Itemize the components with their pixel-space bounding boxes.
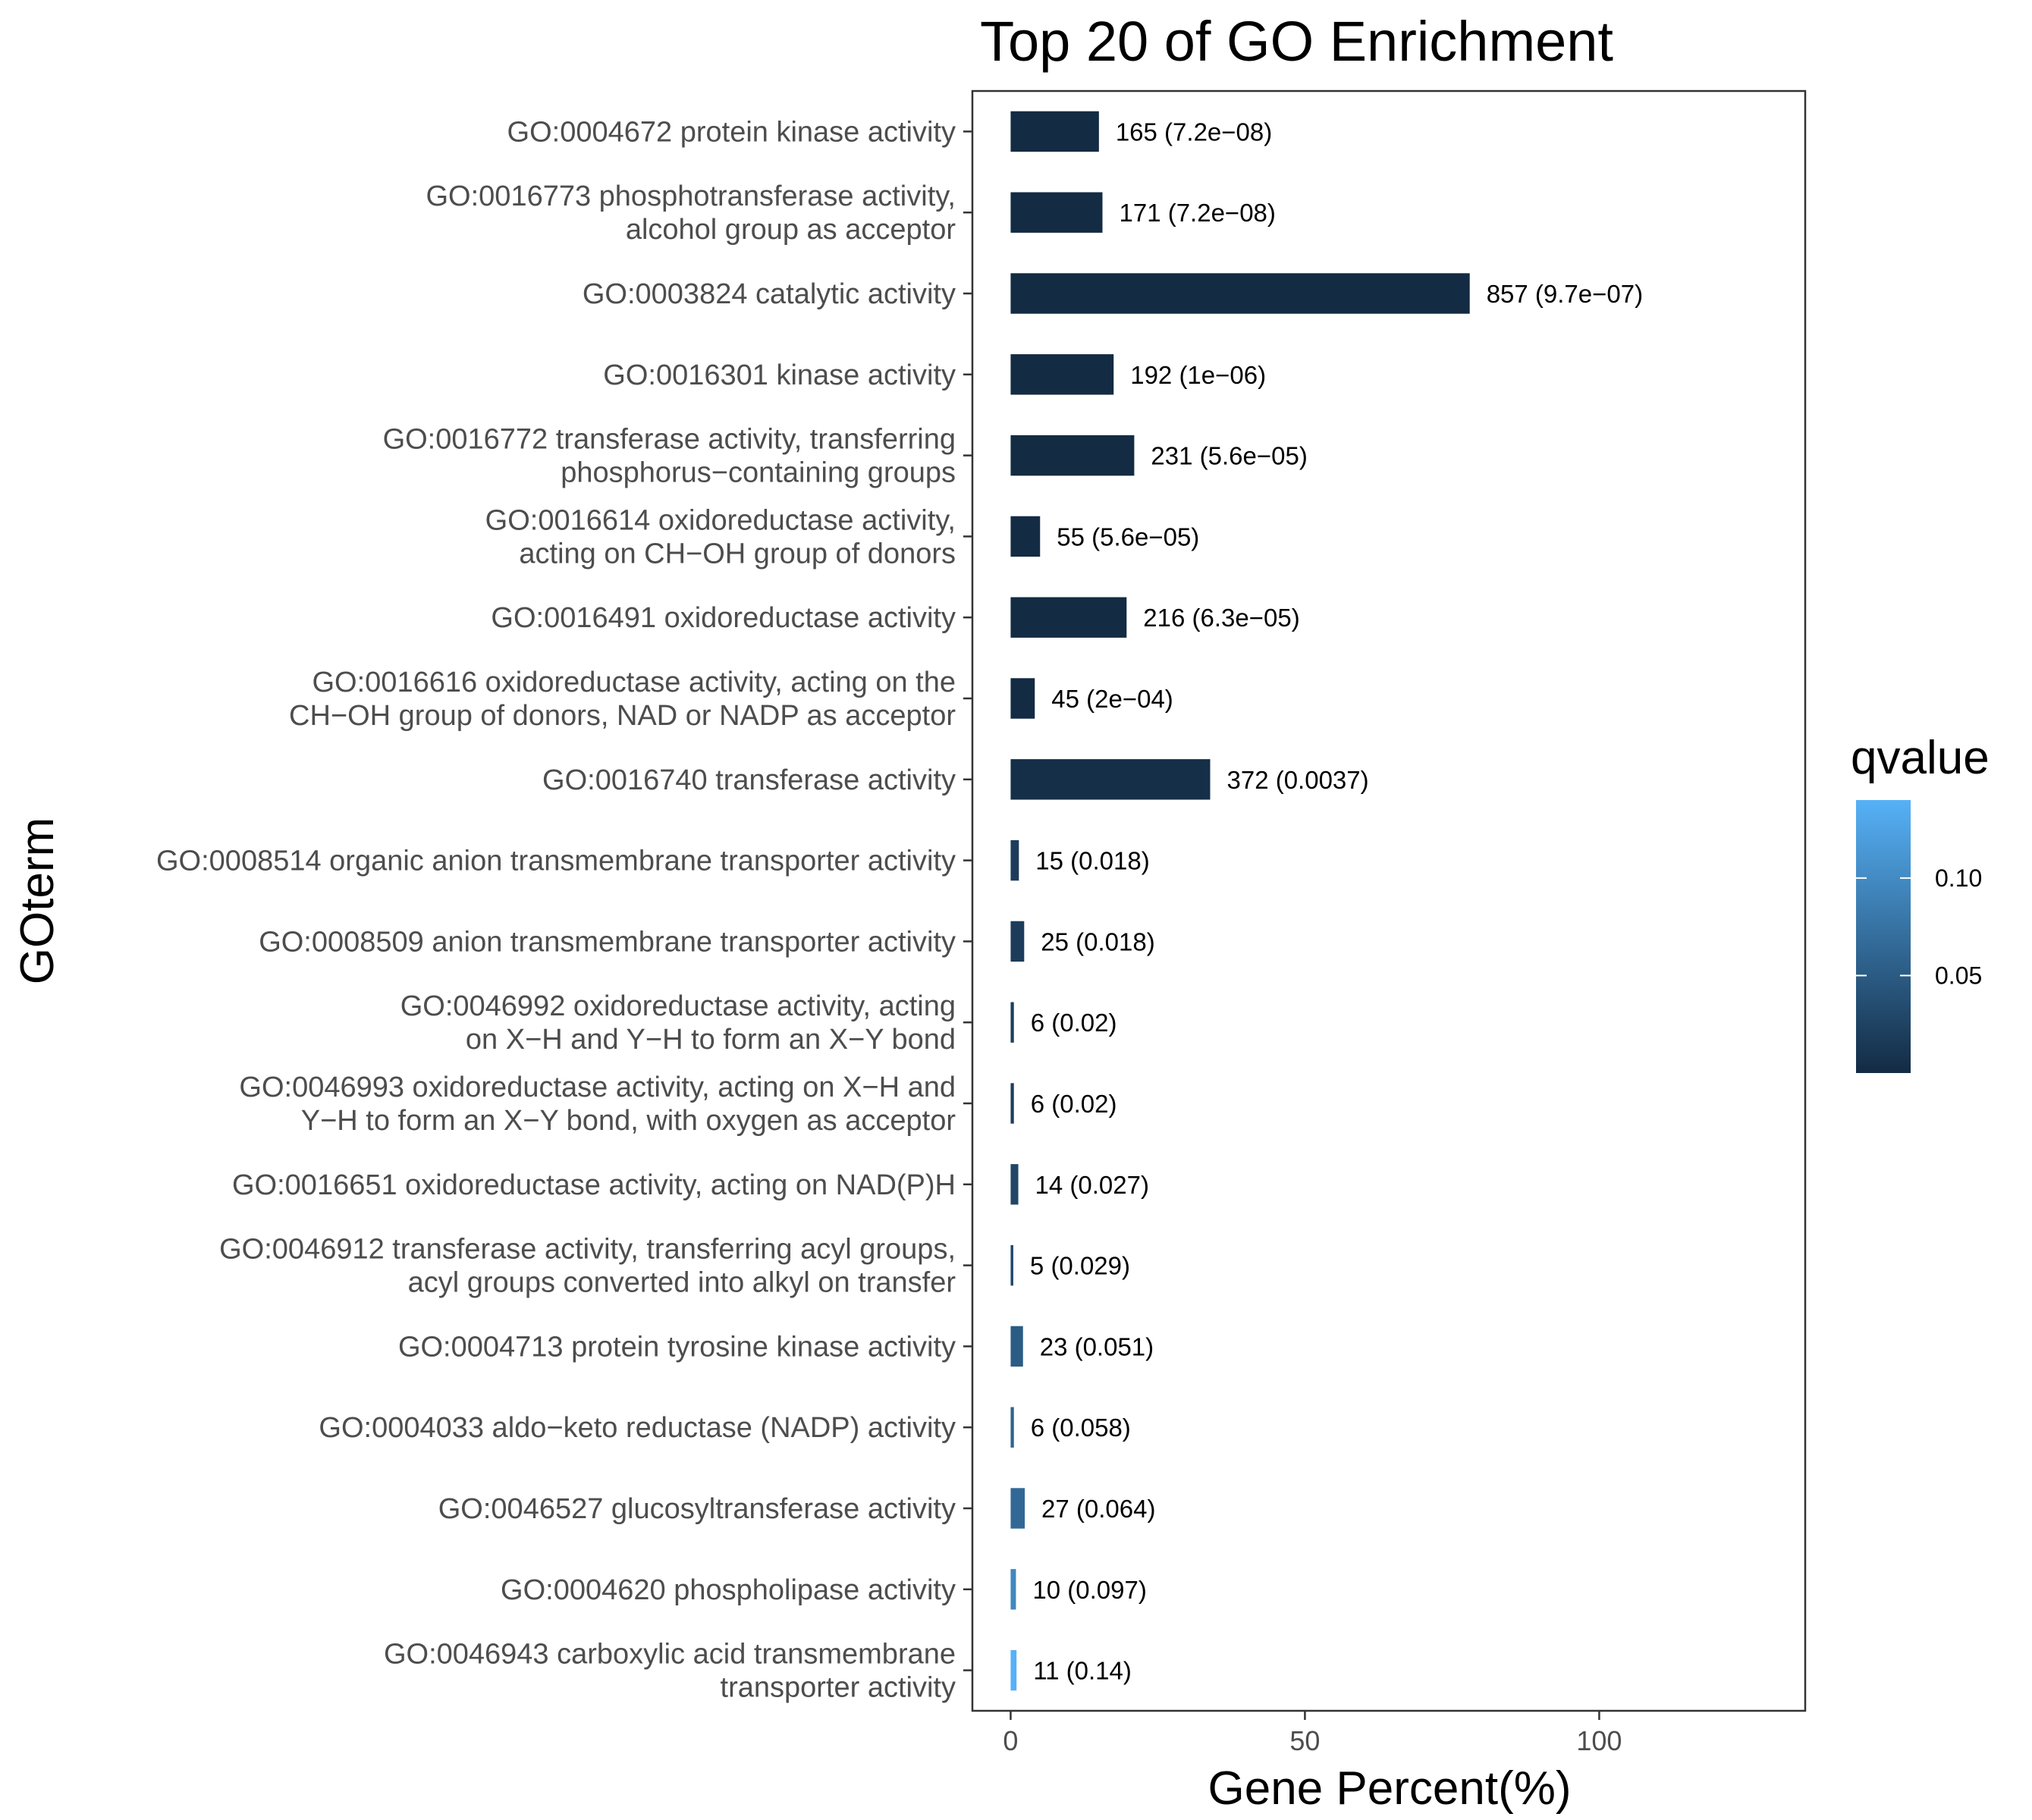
y-tick-label: GO:0008509 anion transmembrane transport… xyxy=(259,926,956,958)
y-tick-label: on X−H and Y−H to form an X−Y bond xyxy=(466,1024,956,1056)
y-tick-label: GO:0004713 protein tyrosine kinase activ… xyxy=(398,1331,956,1363)
y-tick-label: GO:0046993 oxidoreductase activity, acti… xyxy=(239,1072,956,1103)
bar-data-label: 216 (6.3e−05) xyxy=(1143,604,1299,632)
x-tick-label: 50 xyxy=(1289,1725,1320,1756)
y-tick-label: GO:0004672 protein kinase activity xyxy=(507,116,956,148)
bar xyxy=(1010,192,1103,233)
y-tick-label: Y−H to form an X−Y bond, with oxygen as … xyxy=(301,1105,956,1137)
bar xyxy=(1010,1649,1017,1691)
bar-data-label: 55 (5.6e−05) xyxy=(1057,522,1199,551)
bar xyxy=(1010,1407,1014,1448)
bar-data-label: 171 (7.2e−08) xyxy=(1119,199,1275,227)
plot-panel xyxy=(971,89,1807,1712)
y-tick-label: GO:0016614 oxidoreductase activity, xyxy=(485,504,956,536)
bar-data-label: 15 (0.018) xyxy=(1035,847,1149,875)
bar xyxy=(1010,273,1470,314)
y-tick-label: GO:0016301 kinase activity xyxy=(603,359,956,391)
bar xyxy=(1010,1244,1013,1286)
y-tick-label: GO:0016616 oxidoreductase activity, acti… xyxy=(312,667,956,698)
bar xyxy=(1010,516,1041,557)
legend: qvalue 0.05 0.10 xyxy=(1851,732,1990,1073)
y-tick-label: GO:0016651 oxidoreductase activity, acti… xyxy=(232,1169,956,1201)
bar-data-label: 14 (0.027) xyxy=(1035,1171,1149,1199)
bar xyxy=(1010,759,1211,800)
bar-data-label: 372 (0.0037) xyxy=(1226,766,1368,794)
bar-data-label: 6 (0.02) xyxy=(1031,1090,1117,1118)
bar-data-label: 857 (9.7e−07) xyxy=(1487,280,1643,308)
y-axis-title: GOterm xyxy=(11,817,64,984)
y-tick-label: GO:0016772 transferase activity, transfe… xyxy=(383,424,956,456)
bar xyxy=(1010,839,1019,881)
bar xyxy=(1010,111,1099,152)
legend-ticks: 0.05 0.10 xyxy=(1856,864,1982,989)
y-tick-label: GO:0016491 oxidoreductase activity xyxy=(491,602,956,634)
bar-data-label: 231 (5.6e−05) xyxy=(1151,442,1307,470)
legend-title: qvalue xyxy=(1851,732,1990,784)
y-tick-label: GO:0046527 glucosyltransferase activity xyxy=(438,1493,956,1525)
bar xyxy=(1010,1002,1014,1043)
y-tick-label: phosphorus−containing groups xyxy=(561,457,956,489)
bars-layer: 165 (7.2e−08) 171 (7.2e−08) 857 (9.7e−07) 1… xyxy=(1010,111,1643,1691)
y-tick-label: GO:0046912 transferase activity, transfe… xyxy=(219,1234,956,1266)
chart-title: Top 20 of GO Enrichment xyxy=(980,10,1613,73)
y-tick-label: transporter activity xyxy=(721,1672,956,1704)
x-axis-title: Gene Percent(%) xyxy=(1208,1762,1572,1815)
y-tick-label: acting on CH−OH group of donors xyxy=(519,538,956,570)
bar xyxy=(1010,1569,1016,1610)
bar-data-label: 5 (0.029) xyxy=(1030,1252,1130,1280)
bar xyxy=(1010,1326,1023,1367)
x-tick-label: 100 xyxy=(1576,1725,1622,1756)
bar xyxy=(1010,354,1114,395)
y-tick-label: GO:0046992 oxidoreductase activity, acti… xyxy=(400,990,956,1022)
legend-colorbar xyxy=(1856,800,1911,1073)
y-tick-label: GO:0004033 aldo−keto reductase (NADP) ac… xyxy=(319,1412,956,1444)
bar-data-label: 11 (0.14) xyxy=(1033,1657,1132,1685)
bar-data-label: 25 (0.018) xyxy=(1041,927,1154,956)
bar-data-label: 23 (0.051) xyxy=(1040,1332,1154,1360)
x-tick-label: 0 xyxy=(1003,1725,1018,1756)
x-axis: 0 50 100 xyxy=(1003,1711,1622,1756)
y-tick-label: GO:0016773 phosphotransferase activity, xyxy=(426,180,956,212)
y-tick-labels: GO:0004672 protein kinase activity GO:001… xyxy=(156,116,972,1704)
y-tick-label: GO:0004620 phospholipase activity xyxy=(501,1574,956,1606)
y-tick-label: GO:0046943 carboxylic acid transmembrane xyxy=(384,1639,956,1671)
bar xyxy=(1010,435,1135,476)
bar xyxy=(1010,1488,1025,1529)
legend-tick-label: 0.05 xyxy=(1935,962,1982,989)
legend-tick-label: 0.10 xyxy=(1935,864,1982,892)
y-tick-label: alcohol group as acceptor xyxy=(626,214,956,246)
bar-data-label: 27 (0.064) xyxy=(1041,1495,1155,1523)
bar xyxy=(1010,597,1127,638)
bar-data-label: 6 (0.02) xyxy=(1031,1009,1117,1037)
bar-data-label: 165 (7.2e−08) xyxy=(1116,118,1272,146)
bar xyxy=(1010,678,1035,719)
y-tick-label: GO:0003824 catalytic activity xyxy=(583,278,956,310)
bar xyxy=(1010,1164,1019,1205)
bar-data-label: 10 (0.097) xyxy=(1032,1576,1146,1604)
y-tick-label: acyl groups converted into alkyl on tran… xyxy=(408,1267,956,1299)
bar xyxy=(1010,921,1025,962)
bar-data-label: 45 (2e−04) xyxy=(1051,685,1173,713)
y-tick-label: GO:0016740 transferase activity xyxy=(542,764,956,796)
y-tick-label: GO:0008514 organic anion transmembrane t… xyxy=(156,846,956,877)
bar xyxy=(1010,1083,1014,1124)
y-tick-label: CH−OH group of donors, NAD or NADP as ac… xyxy=(289,700,956,732)
bar-data-label: 192 (1e−06) xyxy=(1130,361,1266,389)
bar-data-label: 6 (0.058) xyxy=(1031,1414,1131,1442)
